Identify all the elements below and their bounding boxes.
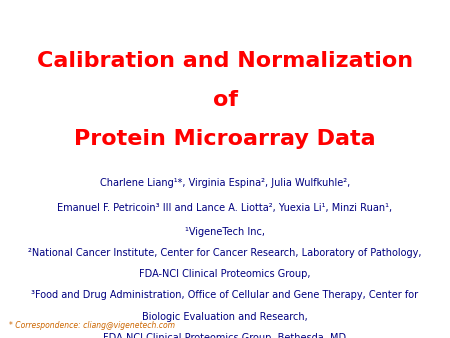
Text: ¹VigeneTech Inc,: ¹VigeneTech Inc, bbox=[185, 226, 265, 237]
Text: Protein Microarray Data: Protein Microarray Data bbox=[74, 128, 376, 149]
Text: Biologic Evaluation and Research,: Biologic Evaluation and Research, bbox=[142, 312, 308, 322]
Text: Emanuel F. Petricoin³ III and Lance A. Liotta², Yuexia Li¹, Minzi Ruan¹,: Emanuel F. Petricoin³ III and Lance A. L… bbox=[58, 203, 392, 213]
Text: FDA-NCI Clinical Proteomics Group,: FDA-NCI Clinical Proteomics Group, bbox=[139, 269, 311, 279]
Text: ³Food and Drug Administration, Office of Cellular and Gene Therapy, Center for: ³Food and Drug Administration, Office of… bbox=[32, 290, 419, 300]
Text: ²National Cancer Institute, Center for Cancer Research, Laboratory of Pathology,: ²National Cancer Institute, Center for C… bbox=[28, 248, 422, 258]
Text: of: of bbox=[212, 90, 238, 110]
Text: FDA-NCI Clinical Proteomics Group, Bethesda, MD: FDA-NCI Clinical Proteomics Group, Bethe… bbox=[104, 333, 346, 338]
Text: * Correspondence: cliang@vigenetech.com: * Correspondence: cliang@vigenetech.com bbox=[9, 320, 175, 330]
Text: Charlene Liang¹*, Virginia Espina², Julia Wulfkuhle²,: Charlene Liang¹*, Virginia Espina², Juli… bbox=[100, 177, 350, 188]
Text: Calibration and Normalization: Calibration and Normalization bbox=[37, 51, 413, 71]
